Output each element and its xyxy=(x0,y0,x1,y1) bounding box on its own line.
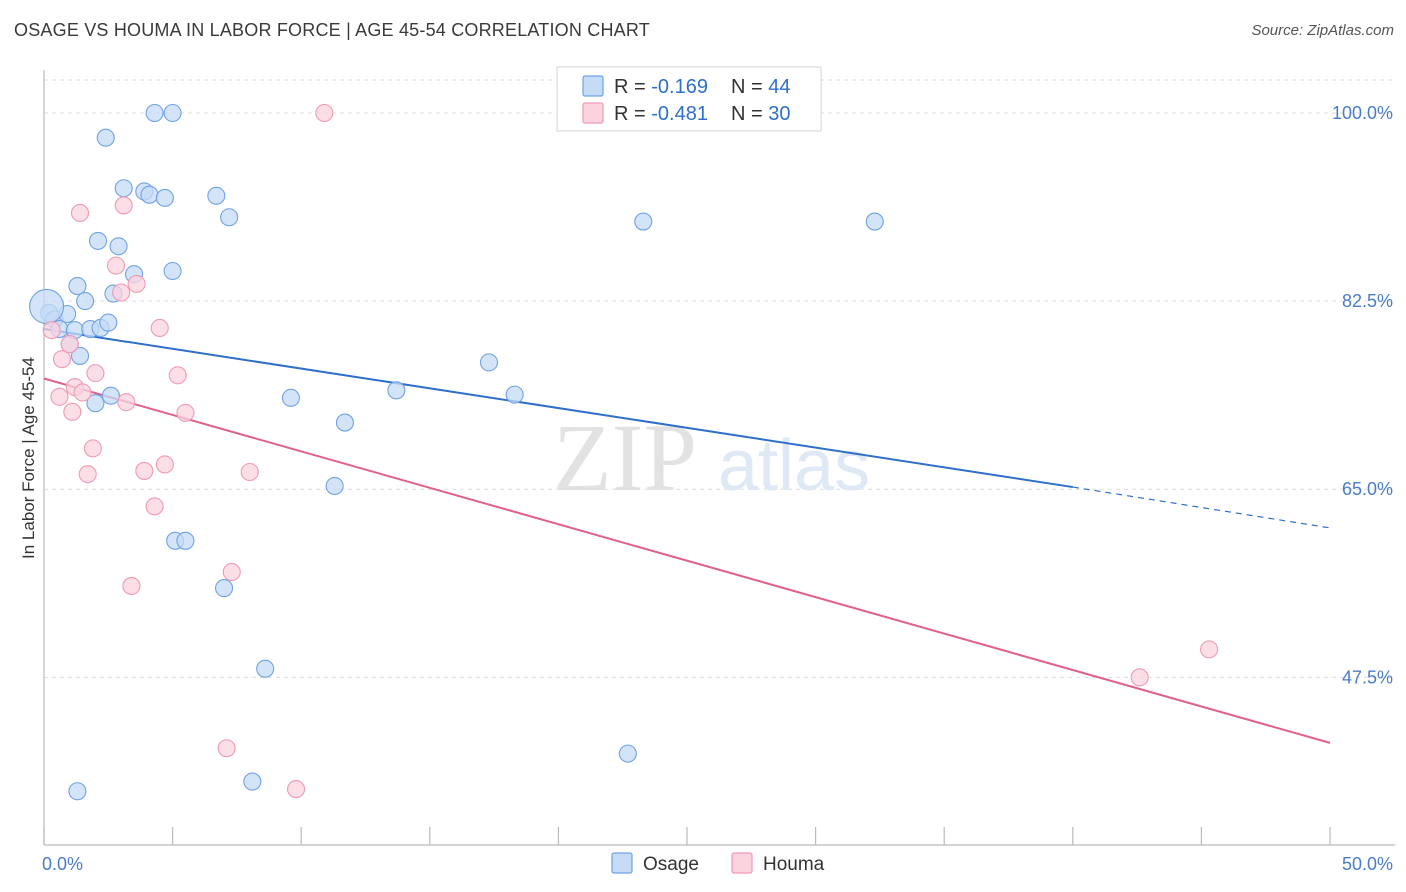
osage-point xyxy=(109,237,128,256)
bottom-legend-swatch-houma xyxy=(731,852,753,874)
houma-point xyxy=(1130,668,1149,687)
osage-point xyxy=(99,313,118,332)
houma-point xyxy=(78,465,97,484)
osage-point xyxy=(207,186,226,205)
osage-point xyxy=(163,261,182,281)
legend-houma-n: N = 30 xyxy=(731,103,791,125)
houma-point xyxy=(52,350,72,369)
houma-point xyxy=(106,256,126,275)
osage-point xyxy=(176,531,195,550)
osage-point xyxy=(145,103,164,123)
osage-point xyxy=(88,231,108,250)
osage-point xyxy=(68,277,87,296)
houma-point xyxy=(155,455,174,474)
osage-point xyxy=(325,476,344,496)
watermark-zip: ZIP xyxy=(553,404,697,511)
houma-point xyxy=(240,462,259,482)
houma-point xyxy=(168,366,187,385)
osage-point xyxy=(68,782,87,801)
osage-point xyxy=(618,744,637,763)
watermark: ZIP atlas xyxy=(553,404,870,511)
tick-labels: 100.0% 82.5% 65.0% 47.5% 0.0% 50.0% xyxy=(42,103,1393,874)
houma-point xyxy=(50,387,69,406)
osage-point xyxy=(114,179,133,198)
axes xyxy=(43,70,1395,846)
houma-point xyxy=(150,318,169,338)
osage-point xyxy=(335,413,354,432)
y-axis-title: In Labor Force | Age 45-54 xyxy=(19,357,38,559)
legend-osage-n: N = 44 xyxy=(731,76,791,98)
houma-point xyxy=(70,203,90,223)
y-tick-label: 82.5% xyxy=(1342,291,1393,311)
houma-point xyxy=(73,383,92,402)
grid-lines xyxy=(44,79,1395,678)
watermark-atlas: atlas xyxy=(718,426,870,506)
legend-osage-r: R = -0.169 xyxy=(614,76,708,98)
osage-point xyxy=(281,388,300,407)
houma-point xyxy=(217,739,236,758)
osage-point xyxy=(70,346,90,365)
osage-point xyxy=(634,212,653,231)
bottom-legend-osage: Osage xyxy=(643,854,699,875)
osage-point xyxy=(387,381,406,400)
y-tick-label: 65.0% xyxy=(1342,479,1393,499)
legend-box: R = -0.169 N = 44 R = -0.481 N = 30 xyxy=(556,66,822,132)
chart-source: Source: ZipAtlas.com xyxy=(1251,22,1394,39)
osage-trend-line xyxy=(43,328,1073,489)
chart-title: OSAGE VS HOUMA IN LABOR FORCE | AGE 45-5… xyxy=(14,20,650,40)
osage-point xyxy=(243,772,262,791)
osage-trend-line-extension xyxy=(1072,486,1331,529)
osage-point xyxy=(101,386,120,405)
bottom-legend: Osage Houma xyxy=(611,852,825,875)
houma-point xyxy=(60,335,79,354)
x-tick-label: 50.0% xyxy=(1342,854,1393,874)
osage-point xyxy=(29,288,65,325)
osage-point xyxy=(86,394,105,413)
osage-point xyxy=(163,103,182,123)
houma-point xyxy=(176,403,195,422)
houma-point xyxy=(315,103,334,123)
osage-point xyxy=(865,212,884,231)
bottom-legend-swatch-osage xyxy=(611,852,633,874)
houma-point xyxy=(122,576,141,596)
houma-point xyxy=(112,283,131,302)
y-tick-label: 100.0% xyxy=(1332,103,1393,123)
osage-point xyxy=(96,128,115,147)
trend-lines xyxy=(43,328,1331,744)
houma-point xyxy=(135,461,154,480)
houma-trend-line xyxy=(43,377,1331,744)
legend-houma-r: R = -0.481 xyxy=(614,103,708,125)
osage-point xyxy=(479,353,499,372)
y-tick-label: 47.5% xyxy=(1342,667,1393,687)
houma-point xyxy=(83,439,102,458)
osage-point xyxy=(256,659,275,678)
houma-point xyxy=(127,274,146,293)
houma-point xyxy=(117,393,136,412)
x-tick-label: 0.0% xyxy=(42,854,83,874)
legend-swatch-houma xyxy=(582,102,604,124)
houma-point xyxy=(63,402,82,421)
houma-point xyxy=(145,497,164,516)
osage-point xyxy=(505,385,524,404)
houma-point xyxy=(222,562,241,582)
osage-point xyxy=(155,188,174,207)
osage-point xyxy=(140,185,159,204)
bottom-legend-houma: Houma xyxy=(763,854,825,875)
houma-point xyxy=(114,196,133,215)
houma-point xyxy=(86,364,105,383)
osage-point xyxy=(220,208,239,227)
legend-swatch-osage xyxy=(582,75,604,97)
osage-point xyxy=(214,579,234,598)
osage-point xyxy=(76,292,95,311)
data-points xyxy=(29,103,1219,801)
houma-point xyxy=(42,321,61,340)
houma-point xyxy=(287,780,306,799)
houma-point xyxy=(1200,640,1219,659)
